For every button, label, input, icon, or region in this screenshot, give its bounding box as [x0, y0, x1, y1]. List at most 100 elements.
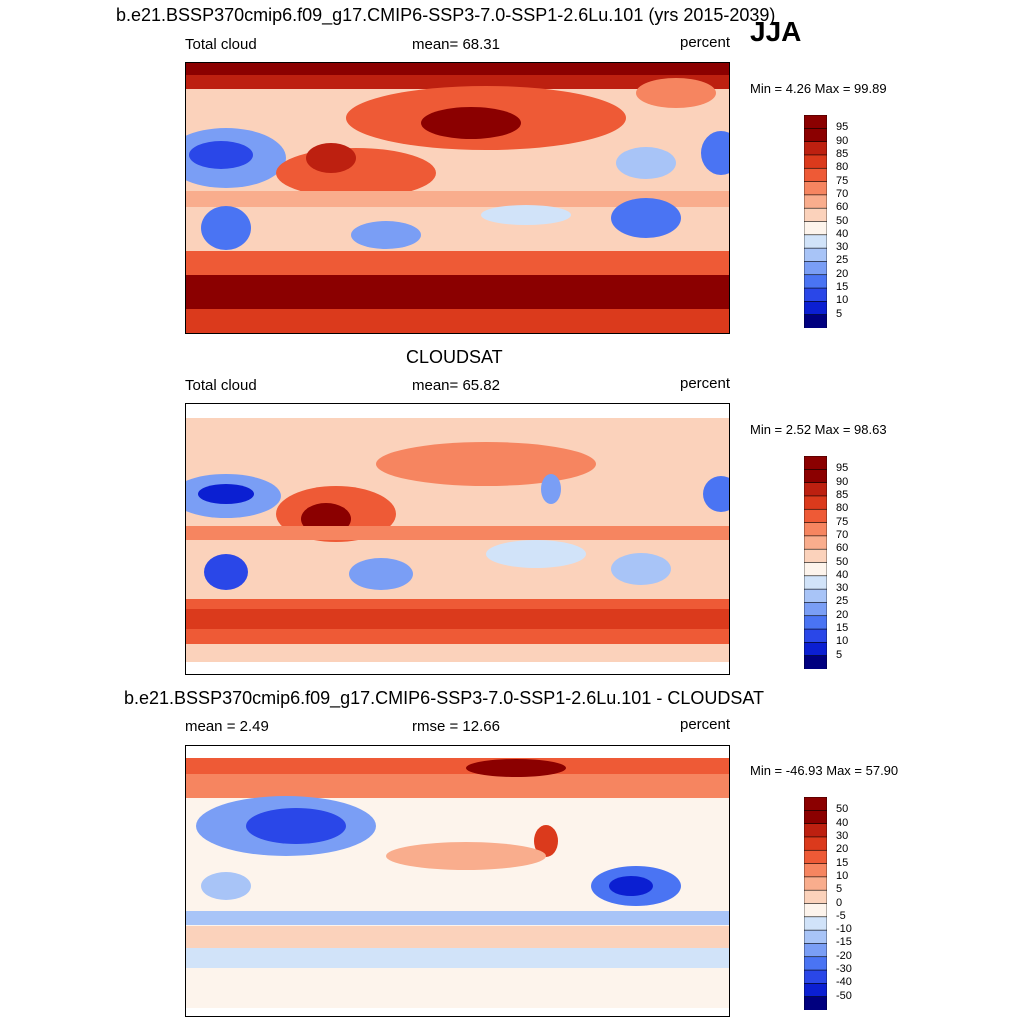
colorbar-tick-label: -40 [836, 976, 852, 989]
panel2-npacific-storm-track [376, 442, 596, 486]
colorbar-tick-label: -30 [836, 963, 852, 976]
colorbar-tick-label: 85 [836, 147, 849, 160]
panel1-arctic-core [186, 63, 729, 75]
colorbar-tick-label: 75 [836, 515, 849, 528]
colorbar-box [803, 247, 828, 263]
colorbar-box [803, 996, 828, 1011]
panel3-california-positive [534, 825, 558, 857]
panel3-min-max-label: Min = -46.93 Max = 57.90 [750, 763, 899, 778]
colorbar-box [803, 575, 828, 590]
colorbar-tick-label: 30 [836, 582, 849, 595]
colorbar-tick-label: -20 [836, 949, 852, 962]
colorbar-box [803, 956, 828, 971]
colorbar-tick-label: 95 [836, 462, 849, 475]
colorbar-box [803, 194, 828, 209]
colorbar-box [803, 903, 828, 918]
panel1-spacific-low [481, 205, 571, 225]
panel2-mean-label: mean= 65.82 [412, 377, 500, 394]
colorbar-tick-label: 5 [836, 648, 843, 661]
colorbar-tick-label: -5 [836, 909, 846, 922]
colorbar-box [803, 615, 828, 630]
panel3-arctic-max [466, 759, 566, 777]
colorbar-tick-label: -15 [836, 936, 852, 949]
panel3-units-label: percent [680, 716, 731, 733]
colorbar-box [803, 548, 828, 564]
panel2-colorbar [803, 455, 828, 674]
panel1-variable-label: Total cloud [185, 36, 257, 53]
panel3-so-negative [186, 948, 729, 968]
panel2-eastedge-low [703, 476, 729, 512]
panel1-australia-low [351, 221, 421, 249]
colorbar-box [803, 301, 828, 316]
colorbar-tick-label: 0 [836, 896, 843, 909]
colorbar-tick-label: 90 [836, 134, 849, 147]
panel1-southern-africa-low [201, 206, 251, 250]
colorbar-box [803, 128, 828, 143]
panel1-colorbar-labels: 95 90 85 80 75 70 60 50 40 30 25 20 15 10 5 [836, 115, 876, 328]
colorbar-tick-label: 40 [836, 816, 849, 829]
colorbar-box [803, 602, 828, 617]
panel2-sahara-core [198, 484, 254, 504]
panel2-map [185, 403, 730, 675]
colorbar-tick-label: 70 [836, 187, 849, 200]
colorbar-box [803, 929, 828, 945]
colorbar-box [803, 916, 828, 931]
colorbar-tick-label: 10 [836, 869, 849, 882]
panel3-asia-core [246, 808, 346, 844]
panel1-colorbar-svg [803, 114, 828, 329]
colorbar-box [803, 943, 828, 958]
colorbar-box [803, 234, 828, 249]
colorbar-tick-label: 5 [836, 307, 843, 320]
colorbar-tick-label: 50 [836, 555, 849, 568]
panel1-title: b.e21.BSSP370cmip6.f09_g17.CMIP6-SSP3-7.… [116, 5, 776, 25]
panel3-subtropic-negative [186, 911, 729, 925]
panel3-title: b.e21.BSSP370cmip6.f09_g17.CMIP6-SSP3-7.… [124, 688, 765, 708]
colorbar-box [803, 588, 828, 604]
colorbar-tick-label: 20 [836, 843, 849, 856]
colorbar-tick-label: 40 [836, 568, 849, 581]
colorbar-tick-label: 85 [836, 488, 849, 501]
colorbar-tick-label: 70 [836, 528, 849, 541]
colorbar-tick-label: 15 [836, 281, 849, 294]
colorbar-box [803, 562, 828, 577]
colorbar-box [803, 849, 828, 865]
colorbar-tick-label: 60 [836, 201, 849, 214]
colorbar-box [803, 969, 828, 985]
colorbar-box [803, 181, 828, 196]
panel3-arctic-core [186, 758, 729, 774]
colorbar-box [803, 455, 828, 471]
colorbar-tick-label: 15 [836, 856, 849, 869]
panel2-california-low [541, 474, 561, 504]
colorbar-box [803, 983, 828, 998]
colorbar-box [803, 207, 828, 223]
panel3-map-svg [186, 746, 729, 1016]
colorbar-tick-label: 30 [836, 829, 849, 842]
colorbar-tick-label: 20 [836, 608, 849, 621]
colorbar-tick-label: 75 [836, 174, 849, 187]
colorbar-tick-label: 60 [836, 542, 849, 555]
panel1-tibet-core [306, 143, 356, 173]
panel2-colorbar-svg [803, 455, 828, 670]
colorbar-box [803, 796, 828, 812]
colorbar-box [803, 154, 828, 170]
panel3-amazon-core [609, 876, 653, 896]
colorbar-box [803, 261, 828, 276]
panel3-mean-label: mean = 2.49 [185, 718, 269, 735]
colorbar-box [803, 863, 828, 878]
colorbar-box [803, 508, 828, 524]
colorbar-box [803, 655, 828, 670]
panel1-mexico-low [616, 147, 676, 179]
colorbar-tick-label: -10 [836, 923, 852, 936]
colorbar-box [803, 889, 828, 905]
colorbar-tick-label: 80 [836, 502, 849, 515]
colorbar-box [803, 522, 828, 537]
panel3-colorbar-svg [803, 796, 828, 1011]
colorbar-tick-label: 50 [836, 214, 849, 227]
panel2-southern-africa-low [204, 554, 248, 590]
panel2-itcz [186, 526, 729, 540]
colorbar-tick-label: 20 [836, 267, 849, 280]
panel2-title: CLOUDSAT [406, 347, 503, 367]
panel1-indian-monsoon [276, 148, 436, 198]
panel2-units-label: percent [680, 375, 731, 392]
colorbar-box [803, 535, 828, 550]
